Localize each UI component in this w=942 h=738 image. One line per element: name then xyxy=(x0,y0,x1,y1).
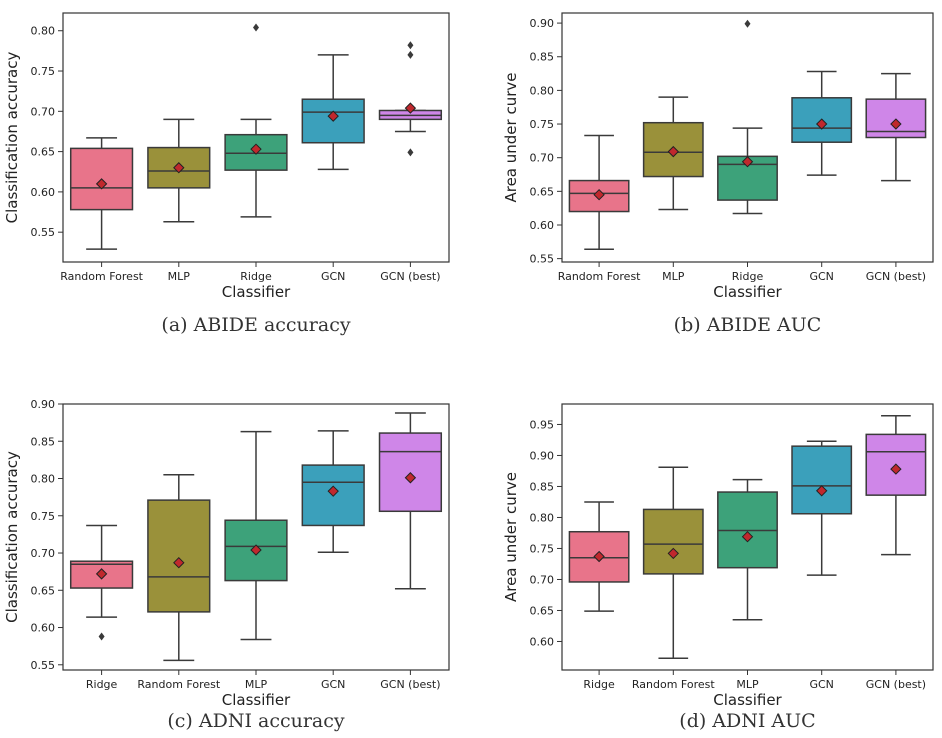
box-random-forest xyxy=(642,508,704,575)
mean-marker xyxy=(667,547,680,560)
y-tick-label: 0.55 xyxy=(31,659,56,672)
outlier-point xyxy=(744,19,751,28)
y-tick-label: 0.75 xyxy=(530,118,555,131)
y-tick-label: 0.75 xyxy=(530,542,555,555)
box-gcn xyxy=(791,445,853,515)
mean-marker xyxy=(815,485,828,497)
y-tick-label: 0.75 xyxy=(31,510,56,523)
y-tick-label: 0.85 xyxy=(530,480,555,493)
y-tick-label: 0.90 xyxy=(31,398,56,411)
chart-panel-1: 0.55 0.60 0.65 0.70 0.75 0.80 0.85 0.90 Random F… xyxy=(502,12,934,336)
y-tick-label: 0.55 xyxy=(31,226,56,239)
x-axis-label: Classifier xyxy=(713,691,782,709)
y-axis-label: Area under curve xyxy=(502,72,520,202)
y-axis-label: Classification accuracy xyxy=(3,451,21,623)
x-tick-label: Ridge xyxy=(583,678,615,691)
y-tick-label: 0.55 xyxy=(530,253,555,266)
mean-marker xyxy=(173,162,185,174)
outlier-point xyxy=(407,50,414,59)
mean-marker xyxy=(95,178,108,190)
x-tick-label: Ridge xyxy=(86,678,118,691)
y-tick-label: 0.80 xyxy=(31,25,56,38)
y-tick-label: 0.60 xyxy=(530,219,555,232)
x-tick-label: MLP xyxy=(662,270,685,283)
y-axis-label: Classification accuracy xyxy=(3,52,21,224)
y-tick-label: 0.80 xyxy=(530,511,555,524)
x-tick-label: MLP xyxy=(168,270,191,283)
y-tick-label: 0.70 xyxy=(31,105,56,118)
x-axis-label: Classifier xyxy=(222,283,291,301)
y-tick-label: 0.85 xyxy=(31,435,56,448)
x-tick-label: GCN xyxy=(809,678,833,691)
mean-marker xyxy=(404,102,417,114)
mean-marker xyxy=(593,550,605,563)
mean-marker xyxy=(404,472,417,484)
outlier-point xyxy=(407,41,414,50)
y-tick-label: 0.95 xyxy=(530,418,555,431)
mean-marker xyxy=(95,568,108,580)
x-tick-label: Random Forest xyxy=(137,678,220,691)
mean-marker xyxy=(250,544,262,556)
y-tick-label: 0.85 xyxy=(530,51,555,64)
y-tick-label: 0.65 xyxy=(530,185,555,198)
x-tick-label: GCN (best) xyxy=(866,270,926,283)
y-tick-label: 0.60 xyxy=(31,622,56,635)
mean-marker xyxy=(741,530,754,543)
mean-marker xyxy=(815,118,828,130)
outlier-point xyxy=(407,148,414,157)
mean-marker xyxy=(173,556,185,569)
mean-marker xyxy=(327,485,339,497)
y-tick-label: 0.70 xyxy=(31,547,56,560)
mean-marker xyxy=(327,110,339,122)
x-tick-label: Random Forest xyxy=(632,678,715,691)
y-tick-label: 0.90 xyxy=(530,449,555,462)
x-tick-label: Ridge xyxy=(240,270,272,283)
x-tick-label: GCN (best) xyxy=(380,678,440,691)
y-tick-label: 0.70 xyxy=(530,152,555,165)
y-tick-label: 0.65 xyxy=(530,604,555,617)
y-tick-label: 0.60 xyxy=(530,635,555,648)
mean-marker xyxy=(593,188,605,201)
subfigure-caption: (d) ADNI AUC xyxy=(679,710,815,732)
subfigure-caption: (a) ABIDE accuracy xyxy=(161,314,350,336)
x-tick-label: Random Forest xyxy=(60,270,143,283)
y-axis-label: Area under curve xyxy=(502,472,520,602)
chart-panel-2: 0.55 0.60 0.65 0.70 0.75 0.80 0.85 0.90 Ridge Ran… xyxy=(3,398,450,732)
charts-layer: 0.55 0.60 0.65 0.70 0.75 0.80 Random Forest MLP… xyxy=(3,12,934,732)
x-axis-label: Classifier xyxy=(222,691,291,709)
x-tick-label: GCN (best) xyxy=(380,270,440,283)
x-tick-label: MLP xyxy=(736,678,759,691)
y-tick-label: 0.70 xyxy=(530,573,555,586)
mean-marker xyxy=(250,143,262,155)
chart-panel-0: 0.55 0.60 0.65 0.70 0.75 0.80 Random Forest MLP… xyxy=(3,12,450,336)
y-tick-label: 0.80 xyxy=(530,84,555,97)
mean-marker xyxy=(890,118,902,130)
x-tick-label: MLP xyxy=(245,678,268,691)
y-tick-label: 0.65 xyxy=(31,146,56,159)
y-tick-label: 0.60 xyxy=(31,186,56,199)
x-tick-label: GCN xyxy=(809,270,833,283)
mean-marker xyxy=(741,156,754,168)
subfigure-caption: (b) ABIDE AUC xyxy=(674,314,822,336)
y-tick-label: 0.90 xyxy=(530,17,555,30)
y-tick-label: 0.80 xyxy=(31,473,56,486)
x-axis-label: Classifier xyxy=(713,283,782,301)
subfigure-caption: (c) ADNI accuracy xyxy=(167,710,345,732)
y-tick-label: 0.75 xyxy=(31,65,56,78)
x-tick-label: GCN xyxy=(321,678,345,691)
x-tick-label: GCN xyxy=(321,270,345,283)
mean-marker xyxy=(890,463,902,475)
mean-marker xyxy=(667,145,680,158)
x-tick-label: Random Forest xyxy=(558,270,641,283)
outlier-point xyxy=(253,23,259,32)
y-tick-label: 0.65 xyxy=(31,584,56,597)
box-random-forest xyxy=(147,499,211,613)
outlier-point xyxy=(98,632,105,641)
x-tick-label: GCN (best) xyxy=(866,678,926,691)
chart-panel-3: 0.60 0.65 0.70 0.75 0.80 0.85 0.90 0.95 Ridge Ran… xyxy=(502,403,934,732)
x-tick-label: Ridge xyxy=(732,270,764,283)
